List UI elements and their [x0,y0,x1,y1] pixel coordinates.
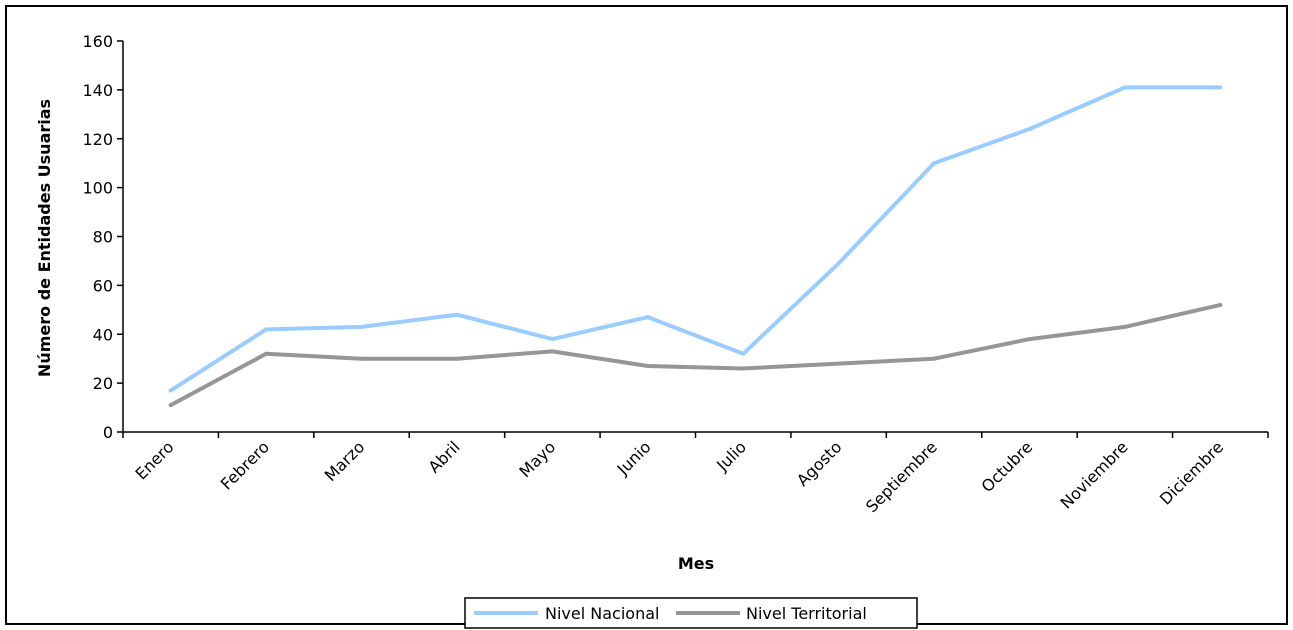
data-point-nivel-nacional [1027,126,1032,131]
data-point-nivel-territorial [1218,302,1223,307]
data-point-nivel-territorial [454,356,459,361]
data-point-nivel-nacional [1218,85,1223,90]
y-tick-label: 140 [82,81,113,100]
data-point-nivel-territorial [645,364,650,369]
y-tick-label: 100 [82,179,113,198]
y-tick-label: 60 [93,276,113,295]
data-point-nivel-territorial [1122,324,1127,329]
legend-label-nivel-nacional: Nivel Nacional [545,604,659,623]
series-line-nivel-territorial [168,302,1223,408]
x-tick-label: Diciembre [1156,437,1227,508]
data-point-nivel-nacional [1122,85,1127,90]
data-point-nivel-nacional [550,337,555,342]
x-tick-label: Marzo [321,437,369,485]
y-tick-label: 20 [93,374,113,393]
y-tick-label: 40 [93,325,113,344]
x-tick-label: Junio [613,437,655,479]
x-tick-label: Enero [131,437,177,483]
x-tick-label: Abril [424,437,463,476]
data-point-nivel-territorial [932,356,937,361]
legend: Nivel Nacional Nivel Territorial [464,597,918,629]
x-axis: Enero Febrero Marzo Abril Mayo Junio Julio Agos… [122,431,1269,516]
x-tick-label: Octubre [978,437,1037,496]
y-tick-label: 80 [93,228,113,247]
legend-label-nivel-territorial: Nivel Territorial [746,604,867,623]
x-tick-label: Agosto [793,437,846,490]
series-lines [168,85,1223,408]
data-point-nivel-territorial [741,366,746,371]
data-point-nivel-territorial [359,356,364,361]
data-point-nivel-nacional [836,261,841,266]
data-point-nivel-territorial [264,351,269,356]
data-point-nivel-nacional [741,351,746,356]
x-tick-label: Noviembre [1057,437,1132,512]
x-tick-label: Septiembre [862,437,941,516]
data-point-nivel-nacional [932,161,937,166]
data-point-nivel-territorial [550,349,555,354]
x-tick-label: Julio [712,437,750,475]
data-point-nivel-nacional [454,312,459,317]
x-axis-title: Mes [678,554,714,573]
data-point-nivel-territorial [1027,337,1032,342]
y-axis-title: Número de Entidades Usuarias [35,99,54,377]
y-tick-label: 0 [103,423,113,442]
x-tick-label: Mayo [515,437,559,481]
data-point-nivel-nacional [645,315,650,320]
data-point-nivel-territorial [836,361,841,366]
y-axis: 0 20 40 60 80 100 120 140 160 [82,32,124,442]
y-tick-label: 120 [82,130,113,149]
data-point-nivel-nacional [168,388,173,393]
series-line-nivel-nacional [168,85,1223,393]
y-tick-label: 160 [82,32,113,51]
data-point-nivel-nacional [359,324,364,329]
data-point-nivel-territorial [168,403,173,408]
data-point-nivel-nacional [264,327,269,332]
x-tick-label: Febrero [217,437,273,493]
